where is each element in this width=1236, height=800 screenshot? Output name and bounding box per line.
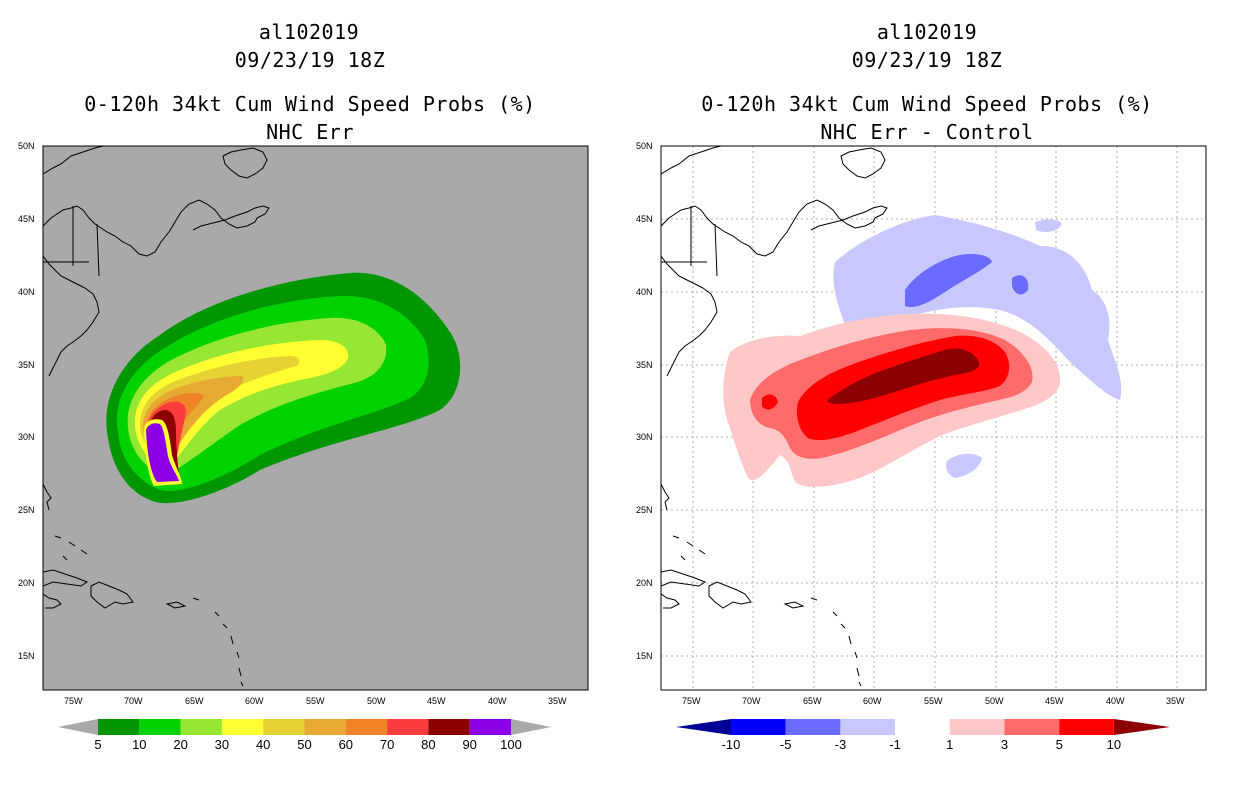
right-lat-label: 25N [636, 505, 653, 515]
left-colorbar-box [180, 719, 222, 735]
left-contour-30 [134, 340, 349, 470]
right-lat-label: 50N [636, 141, 653, 151]
right-colorbar-box [1004, 719, 1060, 735]
right-title: 0-120h 34kt Cum Wind Speed Probs (%) [701, 92, 1153, 116]
left-datetime: 09/23/19 18Z [234, 48, 386, 72]
left-lon-label: 55W [306, 696, 325, 706]
right-colorbar-box [840, 719, 896, 735]
right-lon-label: 35W [1166, 696, 1185, 706]
right-lon-label: 55W [924, 696, 943, 706]
right-map [660, 145, 1207, 691]
right-colorbar-label: -1 [889, 737, 901, 752]
left-lon-label: 70W [124, 696, 143, 706]
left-lat-label: 25N [18, 505, 35, 515]
right-lon-label: 50W [985, 696, 1004, 706]
right-storm-id: al102019 [876, 20, 978, 44]
right-lat-label: 35N [636, 360, 653, 370]
left-colorbar-label: 50 [297, 737, 311, 752]
right-contour-pos-5b [762, 394, 778, 410]
left-colorbar-label: 80 [421, 737, 435, 752]
right-colorbar: -10 -5 -3 -1 1 3 5 10 [676, 719, 1170, 752]
right-contour-neg-3b [1012, 275, 1029, 295]
right-lat-label: 15N [636, 651, 653, 661]
right-colorbar-box [785, 719, 841, 735]
left-colorbar-box [469, 719, 511, 735]
right-colorbar-box [895, 719, 950, 735]
left-colorbar-label: 90 [462, 737, 476, 752]
left-lat-label: 40N [18, 287, 35, 297]
left-lat-label: 30N [18, 432, 35, 442]
right-colorbar-label: 10 [1107, 737, 1121, 752]
left-colorbar-box [139, 719, 181, 735]
right-colorbar-box [731, 719, 786, 735]
right-colorbar-low-end [676, 719, 731, 735]
left-map [42, 145, 589, 691]
right-contour-neg-1c [1035, 219, 1062, 232]
right-contour-pos-10 [827, 348, 980, 404]
right-lat-label: 40N [636, 287, 653, 297]
right-colorbar-high-end [1114, 719, 1170, 735]
left-storm-id: al102019 [258, 20, 360, 44]
right-colorbar-label: -3 [835, 737, 847, 752]
left-lon-label: 65W [185, 696, 204, 706]
left-colorbar-box [428, 719, 470, 735]
right-contour-neg-1b [946, 453, 982, 478]
left-colorbar-label: 20 [173, 737, 187, 752]
right-datetime: 09/23/19 18Z [851, 48, 1003, 72]
left-colorbar-label: 100 [500, 737, 522, 752]
right-lon-label: 75W [682, 696, 701, 706]
left-lat-label: 20N [18, 578, 35, 588]
left-colorbar-label: 60 [339, 737, 353, 752]
left-lat-label: 15N [18, 651, 35, 661]
right-lat-label: 30N [636, 432, 653, 442]
right-contour-neg-3 [905, 254, 992, 308]
left-colorbar-box [387, 719, 429, 735]
left-colorbar-label: 5 [94, 737, 101, 752]
right-colorbar-label: 5 [1056, 737, 1063, 752]
left-lon-label: 75W [64, 696, 83, 706]
right-colorbar-label: -10 [722, 737, 741, 752]
left-colorbar-box [98, 719, 140, 735]
left-colorbar-box [304, 719, 346, 735]
left-colorbar-low-end [58, 719, 98, 735]
left-colorbar: 5 10 20 30 40 50 60 70 80 90 100 [58, 719, 551, 752]
right-lon-label: 70W [742, 696, 761, 706]
left-title: 0-120h 34kt Cum Wind Speed Probs (%) [84, 92, 536, 116]
left-colorbar-label: 10 [132, 737, 146, 752]
left-colorbar-high-end [511, 719, 551, 735]
right-lon-label: 60W [863, 696, 882, 706]
right-colorbar-box [1059, 719, 1114, 735]
left-colorbar-label: 40 [256, 737, 270, 752]
left-colorbar-label: 30 [215, 737, 229, 752]
right-colorbar-label: 1 [946, 737, 953, 752]
right-lat-label: 20N [636, 578, 653, 588]
right-contour-neg-1 [833, 215, 1122, 400]
right-map-frame [660, 145, 1207, 691]
left-colorbar-box [345, 719, 388, 735]
right-colorbar-label: 3 [1001, 737, 1008, 752]
left-colorbar-box [221, 719, 264, 735]
right-subtitle: NHC Err - Control [820, 120, 1034, 144]
left-contour-100 [146, 423, 179, 482]
left-map-frame [42, 145, 589, 691]
left-lat-label: 45N [18, 214, 35, 224]
right-lon-label: 45W [1045, 696, 1064, 706]
left-colorbar-label: 70 [380, 737, 394, 752]
left-subtitle: NHC Err [266, 120, 354, 144]
right-colorbar-label: -5 [780, 737, 792, 752]
right-lat-label: 45N [636, 214, 653, 224]
left-lat-label: 50N [18, 141, 35, 151]
left-lon-label: 60W [245, 696, 264, 706]
left-lon-label: 40W [488, 696, 507, 706]
right-lon-label: 40W [1106, 696, 1125, 706]
left-lat-label: 35N [18, 360, 35, 370]
left-lon-label: 50W [367, 696, 386, 706]
right-lon-label: 65W [803, 696, 822, 706]
left-colorbar-box [263, 719, 305, 735]
left-lon-label: 35W [548, 696, 567, 706]
right-colorbar-box [949, 719, 1005, 735]
left-lon-label: 45W [427, 696, 446, 706]
